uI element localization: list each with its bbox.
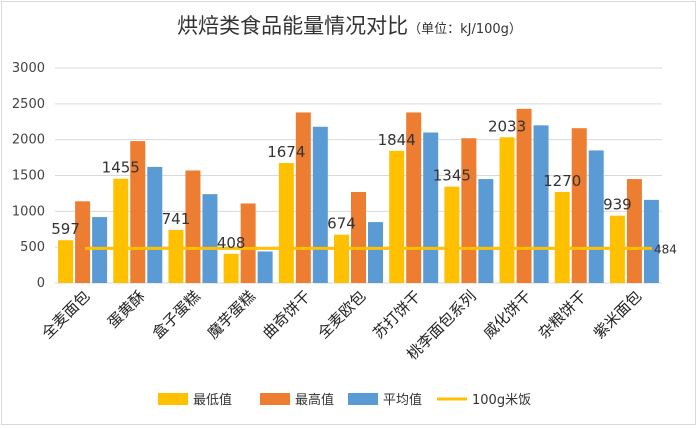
chart-subtitle: （单位：kJ/100g） xyxy=(408,22,522,37)
data-label: 597 xyxy=(51,220,80,238)
bar xyxy=(58,240,74,283)
x-tick-label: 全麦欧包 xyxy=(314,287,369,342)
legend-label: 最低值 xyxy=(193,392,232,408)
y-tick-label: 0 xyxy=(37,276,45,291)
bar xyxy=(202,194,218,283)
bar xyxy=(223,253,239,283)
legend-label: 100g米饭 xyxy=(472,393,531,408)
y-tick-label: 2000 xyxy=(12,133,45,148)
x-tick-label: 蛋黄酥 xyxy=(104,287,149,332)
x-tick-label: 紫米面包 xyxy=(590,287,645,342)
bar xyxy=(533,125,549,283)
y-tick-label: 3000 xyxy=(12,61,45,76)
bar xyxy=(351,191,366,283)
x-tick-label: 杂粮饼干 xyxy=(535,287,590,342)
x-tick-label: 盒子蛋糕 xyxy=(149,287,204,342)
bar xyxy=(147,166,163,283)
legend-swatch xyxy=(158,393,188,405)
bar xyxy=(643,199,659,283)
chart-title: 烘焙类食品能量情况对比 xyxy=(177,14,409,38)
x-tick-label: 威化饼干 xyxy=(480,287,535,342)
bar xyxy=(478,179,494,283)
x-tick-label: 全麦面包 xyxy=(38,287,93,342)
bar xyxy=(312,126,328,284)
x-tick-label: 苏打饼干 xyxy=(369,287,424,342)
bar xyxy=(113,178,129,283)
legend-label: 平均值 xyxy=(383,392,422,408)
reference-line-label: 484 xyxy=(654,242,677,256)
bar xyxy=(278,163,294,283)
legend-swatch xyxy=(260,393,290,405)
bar xyxy=(92,217,108,283)
bar xyxy=(295,112,311,283)
y-tick-label: 1000 xyxy=(12,204,45,219)
bar xyxy=(257,251,273,283)
data-label: 741 xyxy=(162,210,191,228)
data-label: 1674 xyxy=(267,143,305,161)
bar xyxy=(185,170,201,283)
data-label: 1270 xyxy=(543,172,581,190)
y-tick-label: 1500 xyxy=(12,169,45,184)
bar xyxy=(168,229,184,283)
data-label: 1345 xyxy=(433,167,471,185)
legend-swatch xyxy=(348,393,378,405)
bar xyxy=(240,203,256,283)
x-tick-label: 曲奇饼干 xyxy=(259,287,314,342)
bar xyxy=(406,112,422,283)
bar xyxy=(626,179,642,283)
data-label: 674 xyxy=(327,215,356,233)
chart-title-block: 烘焙类食品能量情况对比（单位：kJ/100g） xyxy=(0,10,699,40)
bar xyxy=(499,137,515,283)
bar xyxy=(554,191,570,283)
legend-label: 最高值 xyxy=(295,392,334,408)
bar xyxy=(571,128,587,283)
bar xyxy=(75,201,91,283)
data-label: 1455 xyxy=(102,159,140,177)
x-tick-label: 魔芋蛋糕 xyxy=(204,287,259,342)
bar xyxy=(588,150,604,283)
bar xyxy=(389,150,405,283)
bar xyxy=(444,186,460,283)
bar xyxy=(334,234,349,283)
bar xyxy=(368,222,383,283)
y-tick-label: 500 xyxy=(20,240,45,255)
y-tick-label: 2500 xyxy=(12,97,45,112)
bar xyxy=(423,132,439,283)
data-label: 939 xyxy=(603,196,632,214)
data-label: 408 xyxy=(217,234,246,252)
data-label: 2033 xyxy=(488,117,526,135)
bar xyxy=(461,138,477,283)
data-label: 1844 xyxy=(378,131,416,149)
bar xyxy=(516,108,532,283)
